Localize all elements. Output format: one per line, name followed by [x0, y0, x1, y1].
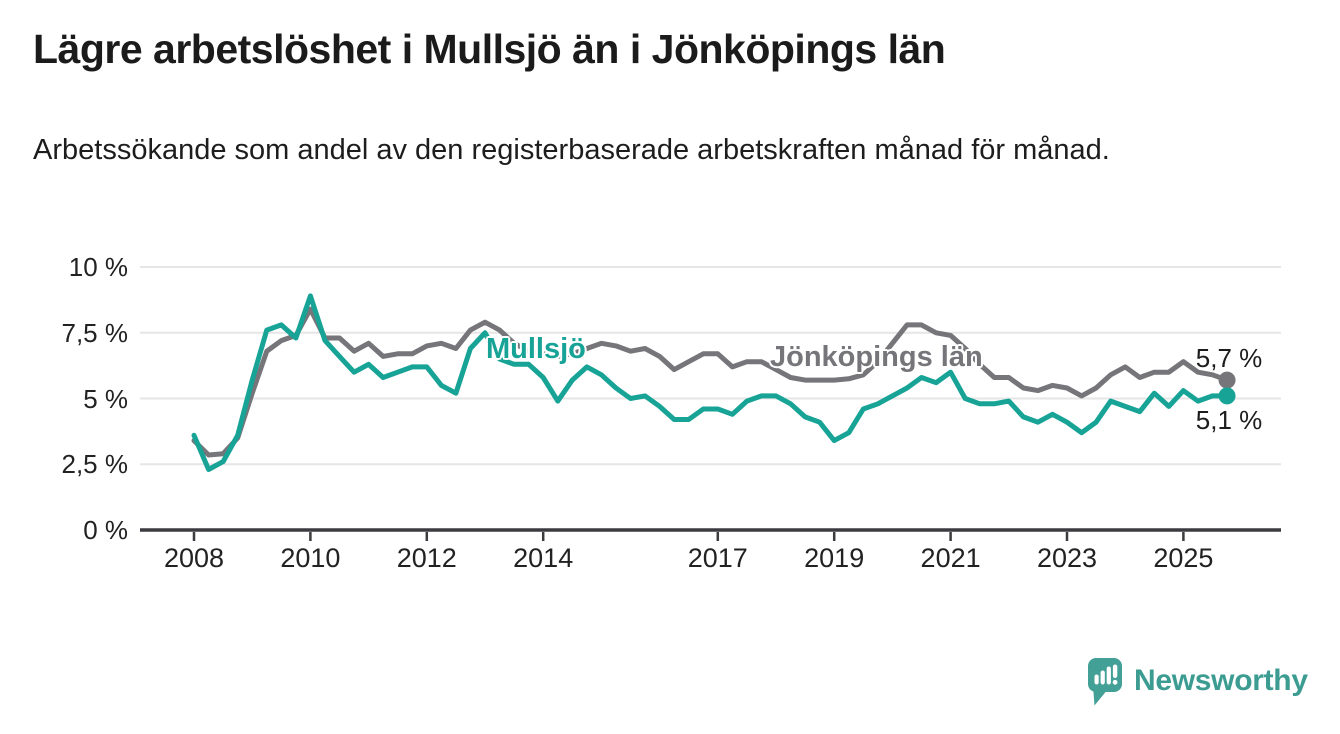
x-axis-label: 2008: [163, 543, 225, 573]
x-axis-label: 2019: [804, 543, 865, 573]
series-end-dot: [1218, 371, 1236, 389]
y-axis-label: 2,5 %: [61, 449, 129, 480]
x-axis-label: 2017: [687, 543, 748, 573]
x-axis-label: 2021: [920, 543, 981, 573]
y-axis-label: 5 %: [83, 383, 128, 414]
newsworthy-logo: Newsworthy: [1087, 657, 1308, 707]
end-value-label: 5,1 %: [1195, 404, 1263, 435]
series-line-mullsj-: [191, 293, 1230, 472]
x-axis-label: 2010: [280, 543, 341, 573]
series-name-label: Jönköpings län: [770, 341, 983, 373]
series-line-j-nk-pings-l-n: [191, 306, 1230, 458]
y-axis-label: 10 %: [68, 252, 128, 282]
chart-subtitle: Arbetssökande som andel av den registerb…: [33, 134, 1110, 166]
y-axis-label: 7,5 %: [61, 317, 129, 348]
x-axis-label: 2012: [396, 543, 457, 573]
page-title: Lägre arbetslöshet i Mullsjö än i Jönköp…: [33, 26, 946, 72]
series-name-label: Mullsjö: [486, 333, 586, 365]
y-axis-label: 0 %: [83, 515, 128, 545]
newsworthy-logo-icon: [1088, 658, 1122, 706]
x-axis-label: 2023: [1036, 543, 1098, 573]
x-axis-label: 2025: [1153, 543, 1214, 573]
end-value-label: 5,7 %: [1195, 343, 1263, 374]
series-end-dot: [1218, 387, 1236, 405]
x-axis-label: 2014: [513, 543, 574, 573]
newsworthy-wordmark: Newsworthy: [1134, 664, 1308, 697]
